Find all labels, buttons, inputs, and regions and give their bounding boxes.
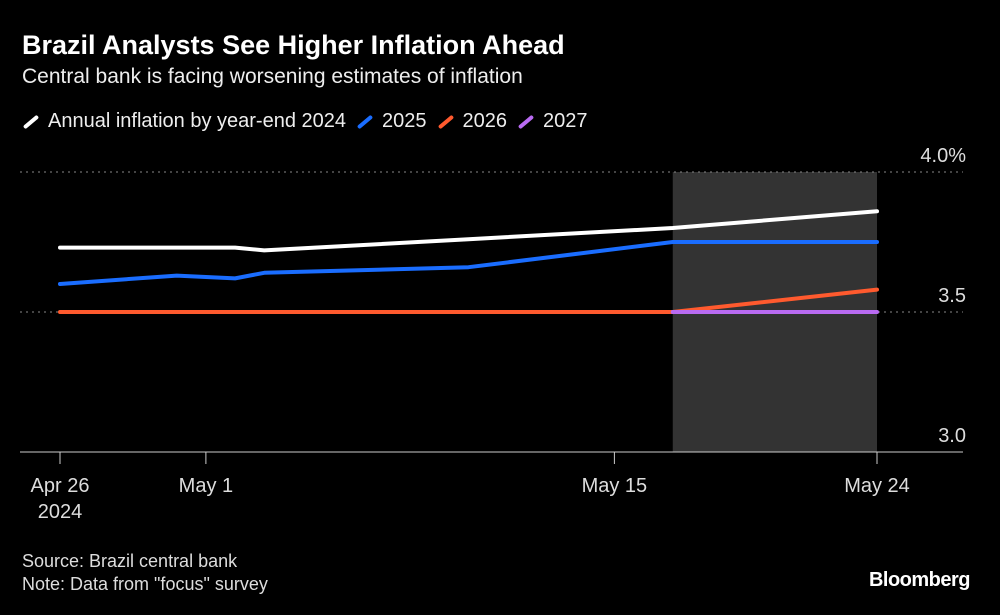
series-line-annual-inflation-by-year-end-2024: [58, 209, 879, 253]
footer: Source: Brazil central bank Note: Data f…: [22, 550, 268, 596]
y-tick-label: 3.0: [938, 425, 966, 447]
chart-title: Brazil Analysts See Higher Inflation Ahe…: [22, 30, 565, 60]
legend-label: 2025: [382, 110, 427, 132]
legend-label: 2027: [543, 110, 588, 132]
y-tick-label: 4.0%: [920, 145, 966, 167]
x-tick-label: Apr 26: [31, 475, 90, 497]
legend-label: Annual inflation by year-end 2024: [48, 110, 346, 132]
x-tick-label: May 1: [179, 475, 233, 497]
legend-item: Annual inflation by year-end 2024: [22, 110, 346, 133]
data-note: Note: Data from "focus" survey: [22, 574, 268, 594]
chart-subtitle: Central bank is facing worsening estimat…: [22, 65, 523, 88]
legend-item: 2025: [356, 110, 427, 133]
bloomberg-logo: Bloomberg: [868, 569, 971, 591]
x-tick-label: May 24: [844, 475, 910, 497]
y-tick-label: 3.5: [938, 285, 966, 307]
legend: Annual inflation by year-end 2024 2025 202…: [22, 110, 588, 133]
legend-item: 2026: [437, 110, 508, 133]
series-line-2025: [58, 240, 879, 286]
source-note: Source: Brazil central bank: [22, 551, 238, 571]
x-tick-label: May 15: [582, 475, 648, 497]
legend-item: 2027: [517, 110, 588, 133]
x-tick-sublabel: 2024: [38, 501, 83, 523]
legend-label: 2026: [462, 110, 508, 132]
